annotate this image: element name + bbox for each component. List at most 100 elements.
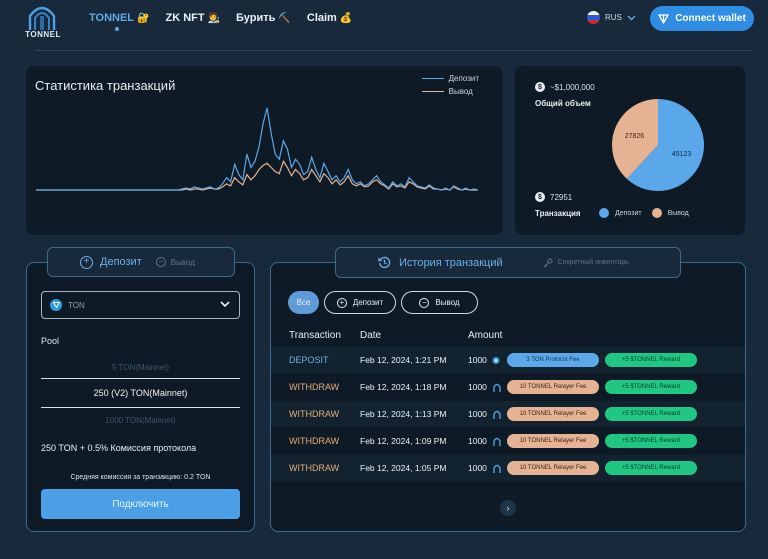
filter-all-button[interactable]: Все xyxy=(288,291,319,314)
active-indicator xyxy=(115,27,119,31)
transaction-date: Feb 12, 2024, 1:18 PM xyxy=(360,382,447,392)
tonnel-token-icon xyxy=(493,383,501,392)
transaction-date: Feb 12, 2024, 1:13 PM xyxy=(360,409,447,419)
pickaxe-icon: ⛏️ xyxy=(278,12,291,24)
transaction-type: WITHDRAW xyxy=(289,463,340,473)
reward-badge: +5 $TONNEL Reward xyxy=(605,434,697,448)
reward-badge: +5 $TONNEL Reward xyxy=(605,353,697,367)
ton-token-icon xyxy=(50,299,62,311)
minus-circle-icon: − xyxy=(419,297,430,308)
pie-slice-withdraw xyxy=(612,99,658,179)
transaction-type: WITHDRAW xyxy=(289,409,340,419)
transaction-amount: 1000 xyxy=(468,436,487,446)
transactions-caption: Транзакция xyxy=(535,209,581,218)
ton-icon xyxy=(658,13,669,24)
tab-secret-inventory[interactable]: Секретный инвентарь xyxy=(543,258,629,268)
tonnel-logo[interactable]: TONNEL xyxy=(22,4,62,44)
pool-option[interactable]: 5 TON(Mainnet) xyxy=(111,363,170,372)
tonnel-token-icon xyxy=(493,410,501,419)
header-divider xyxy=(35,50,753,51)
pie-slice-label: 45123 xyxy=(672,151,692,158)
next-page-button[interactable]: › xyxy=(500,500,516,516)
nav-claim[interactable]: Claim 💰 xyxy=(307,12,352,24)
tab-deposit[interactable]: + Депозит xyxy=(80,255,142,269)
legend-deposit-label: Депозит xyxy=(448,74,479,83)
top-header: TONNEL TONNEL 🔐 ZK NFT 🧑‍🎨 Бурить ⛏️ Cla… xyxy=(0,0,768,50)
volume-pie-chart: 45123 27826 xyxy=(612,99,704,191)
tab-secret-label: Секретный инвентарь xyxy=(557,259,629,266)
table-row[interactable]: WITHDRAW Feb 12, 2024, 1:05 PM 1000 10 TONN… xyxy=(271,455,745,481)
ton-coin-icon xyxy=(492,357,500,364)
tab-history[interactable]: История транзакций xyxy=(378,256,503,269)
tab-withdraw[interactable]: − Вывод xyxy=(155,257,195,267)
nav-tonnel-label: TONNEL xyxy=(89,12,135,24)
chevron-down-icon xyxy=(627,15,636,20)
fee-badge: 10 TONNEL Relayer Fee xyxy=(507,434,599,448)
minus-circle-icon: − xyxy=(155,257,166,267)
transaction-type: WITHDRAW xyxy=(289,436,340,446)
connect-wallet-button[interactable]: Connect wallet xyxy=(650,6,754,31)
filter-deposit-label: Депозит xyxy=(352,298,384,307)
pie-legend-deposit: Депозит xyxy=(599,208,642,218)
filter-withdraw-label: Вывод xyxy=(435,298,460,307)
transaction-amount: 1000 xyxy=(468,382,487,392)
pool-divider-bottom xyxy=(41,407,240,408)
language-label: RUS xyxy=(605,13,622,22)
deposit-withdraw-tabs: + Депозит − Вывод xyxy=(47,247,235,277)
token-select-value: TON xyxy=(68,300,85,310)
average-fee-text: Средняя комиссия за транзакцию: 0.2 TON xyxy=(70,474,211,481)
pie-legend: Депозит Вывод xyxy=(599,208,689,218)
money-bag-icon: 💰 xyxy=(339,12,353,24)
transactions-count-row: $ 72951 xyxy=(535,192,572,202)
pool-divider-top xyxy=(41,378,240,379)
chevron-down-icon xyxy=(220,301,230,308)
stats-panel: Статистика транзакций Депозит Вывод xyxy=(26,66,503,235)
column-header-date: Date xyxy=(360,330,382,341)
series-line-withdraw xyxy=(36,159,478,191)
table-row[interactable]: DEPOSIT Feb 12, 2024, 1:21 PM 1000 3 TON Pr… xyxy=(271,347,745,373)
table-row[interactable]: WITHDRAW Feb 12, 2024, 1:09 PM 1000 10 TONN… xyxy=(271,428,745,454)
fee-badge: 3 TON Protocol Fee xyxy=(507,353,599,367)
plus-circle-icon: + xyxy=(336,297,347,308)
tonnel-token-icon xyxy=(493,437,501,446)
deposit-form-panel xyxy=(26,262,255,532)
total-volume-row: $ ~$1,000,000 xyxy=(535,82,595,92)
stats-title: Статистика транзакций xyxy=(35,78,176,93)
transaction-amount: 1000 xyxy=(468,463,487,473)
lock-icon: 🔐 xyxy=(137,12,150,24)
nav-mine[interactable]: Бурить ⛏️ xyxy=(236,12,291,24)
nav-zk-nft[interactable]: ZK NFT 🧑‍🎨 xyxy=(165,12,220,24)
russia-flag-icon xyxy=(587,11,600,24)
main-nav: TONNEL 🔐 ZK NFT 🧑‍🎨 Бурить ⛏️ Claim 💰 xyxy=(89,12,352,31)
fee-badge: 10 TONNEL Relayer Fee xyxy=(507,461,599,475)
token-select[interactable]: TON xyxy=(41,291,240,319)
series-line-deposit xyxy=(36,107,479,191)
tab-deposit-label: Депозит xyxy=(100,256,142,268)
table-row[interactable]: WITHDRAW Feb 12, 2024, 1:18 PM 1000 10 TONN… xyxy=(271,374,745,400)
nav-tonnel[interactable]: TONNEL 🔐 xyxy=(89,12,150,31)
pie-legend-deposit-label: Депозит xyxy=(615,209,642,217)
pool-option[interactable]: 1000 TON(Mainnet) xyxy=(105,416,176,425)
filter-deposit-button[interactable]: + Депозит xyxy=(324,291,396,314)
table-row[interactable]: WITHDRAW Feb 12, 2024, 1:13 PM 1000 10 TONN… xyxy=(271,401,745,427)
column-header-amount: Amount xyxy=(468,330,503,341)
pie-slice-deposit xyxy=(626,99,704,191)
pie-legend-withdraw-label: Вывод xyxy=(667,209,689,217)
filter-withdraw-button[interactable]: − Вывод xyxy=(401,291,478,314)
nav-zk-nft-label: ZK NFT xyxy=(165,12,205,24)
pool-option-selected[interactable]: 250 (V2) TON(Mainnet) xyxy=(93,388,188,398)
nav-claim-label: Claim xyxy=(306,12,337,24)
fee-text: 250 TON + 0.5% Комиссия протокола xyxy=(41,443,197,453)
dollar-coin-icon: $ xyxy=(535,192,545,202)
plus-circle-icon: + xyxy=(80,255,93,269)
chart-legend: Депозит Вывод xyxy=(421,74,479,100)
total-volume-caption: Общий объем xyxy=(535,99,591,108)
connect-button[interactable]: Подключить xyxy=(41,489,240,519)
transaction-date: Feb 12, 2024, 1:09 PM xyxy=(360,436,447,446)
transaction-date: Feb 12, 2024, 1:21 PM xyxy=(360,355,447,365)
pie-slice-label: 27826 xyxy=(625,133,645,140)
transaction-amount: 1000 xyxy=(468,409,487,419)
language-selector[interactable]: RUS xyxy=(587,11,636,24)
pool-label: Pool xyxy=(41,336,60,346)
tunnel-logo-icon xyxy=(28,6,56,30)
